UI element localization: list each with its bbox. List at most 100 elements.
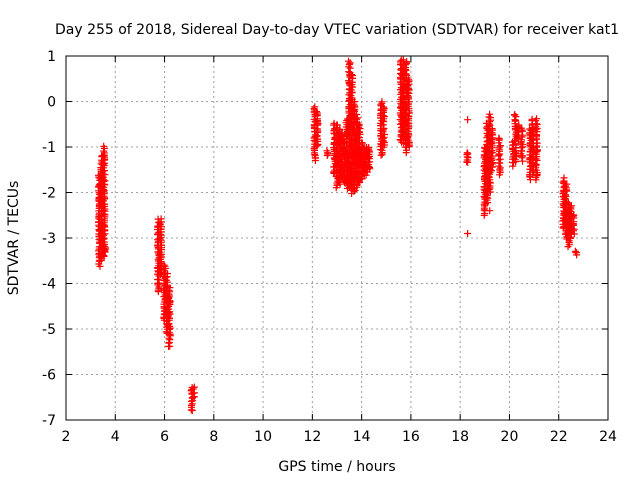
data-point — [488, 125, 496, 133]
data-point — [365, 144, 373, 151]
x-tick-label: 12 — [303, 429, 321, 445]
data-point — [511, 156, 519, 164]
data-point — [463, 149, 471, 157]
data-point — [379, 135, 387, 143]
y-tick-label: -4 — [42, 277, 56, 293]
data-point — [100, 231, 107, 239]
data-point — [313, 142, 321, 150]
data-point — [380, 105, 388, 112]
data-point — [101, 177, 109, 185]
data-point — [519, 141, 527, 149]
data-point — [559, 178, 567, 186]
data-point — [567, 203, 575, 211]
data-point — [562, 191, 569, 199]
x-tick-label: 14 — [353, 429, 371, 445]
data-point — [510, 111, 518, 119]
data-point — [313, 109, 321, 117]
y-tick-labels: 1 0 -1 -2 -3 -4 -5 -6 -7 — [42, 49, 56, 429]
data-point — [560, 174, 568, 182]
data-point — [403, 58, 411, 66]
data-point — [496, 142, 504, 150]
data-point — [161, 262, 169, 270]
data-point — [404, 81, 412, 89]
data-point — [157, 215, 165, 223]
y-tick-label: -7 — [42, 413, 56, 429]
data-point — [162, 276, 170, 284]
data-point — [570, 211, 578, 219]
data-point — [355, 120, 363, 128]
data-point — [190, 383, 198, 391]
data-point — [564, 199, 572, 207]
x-tick-label: 10 — [254, 429, 272, 445]
y-tick-label: -3 — [42, 231, 56, 247]
data-point — [311, 103, 319, 111]
data-point — [338, 129, 346, 137]
x-tick-label: 20 — [501, 429, 519, 445]
data-point — [563, 180, 571, 188]
data-point — [496, 165, 504, 173]
x-tick-label: 6 — [160, 429, 169, 445]
data-point — [378, 98, 386, 106]
data-point — [486, 207, 494, 215]
x-tick-label: 18 — [451, 429, 469, 445]
data-point — [160, 261, 168, 269]
data-point — [313, 108, 320, 115]
data-point — [464, 116, 472, 124]
data-point — [380, 113, 388, 121]
data-point — [346, 59, 354, 67]
data-point — [101, 242, 109, 250]
data-point — [496, 164, 504, 172]
data-point — [349, 72, 356, 79]
x-tick-label: 24 — [599, 429, 617, 445]
data-point — [348, 71, 355, 79]
data-point — [405, 75, 413, 83]
data-point — [102, 244, 110, 252]
x-axis-label: GPS time / hours — [278, 459, 395, 475]
data-point — [345, 77, 352, 85]
data-point — [345, 57, 352, 65]
y-tick-label: -1 — [42, 140, 56, 156]
x-tick-label: 22 — [550, 429, 568, 445]
data-point — [355, 128, 363, 136]
data-point — [571, 247, 579, 255]
y-tick-label: 0 — [47, 95, 56, 111]
data-point — [166, 284, 174, 292]
y-tick-label: 1 — [47, 49, 56, 65]
x-tick-labels: 2 4 6 8 10 12 14 16 18 20 22 24 — [62, 429, 617, 445]
data-point — [486, 110, 494, 118]
data-point — [495, 134, 503, 142]
data-point — [487, 114, 494, 122]
data-point — [567, 202, 575, 210]
data-point — [100, 160, 107, 168]
y-axis-label: SDTVAR / TECUs — [6, 181, 22, 296]
data-point — [533, 115, 541, 123]
data-point — [486, 118, 494, 126]
data-point — [573, 249, 581, 257]
grid — [66, 56, 608, 420]
data-point — [518, 124, 526, 132]
data-point — [485, 185, 493, 193]
data-point — [100, 142, 108, 150]
data-point — [353, 111, 361, 118]
data-point — [100, 210, 108, 218]
data-point — [100, 207, 107, 215]
y-tick-label: -6 — [42, 368, 56, 384]
data-point — [100, 251, 108, 259]
data-points — [94, 56, 581, 414]
data-point — [333, 121, 341, 129]
x-tick-label: 2 — [62, 429, 71, 445]
data-point — [358, 139, 366, 147]
x-tick-label: 8 — [209, 429, 218, 445]
data-point — [166, 324, 174, 332]
y-tick-label: -2 — [42, 186, 56, 202]
data-point — [380, 103, 387, 111]
data-point — [323, 147, 331, 155]
chart-title: Day 255 of 2018, Sidereal Day-to-day VTE… — [55, 22, 619, 38]
data-point — [351, 98, 359, 106]
data-point — [464, 230, 472, 237]
x-tick-label: 4 — [111, 429, 120, 445]
y-tick-label: -5 — [42, 322, 56, 338]
data-point — [163, 270, 171, 278]
